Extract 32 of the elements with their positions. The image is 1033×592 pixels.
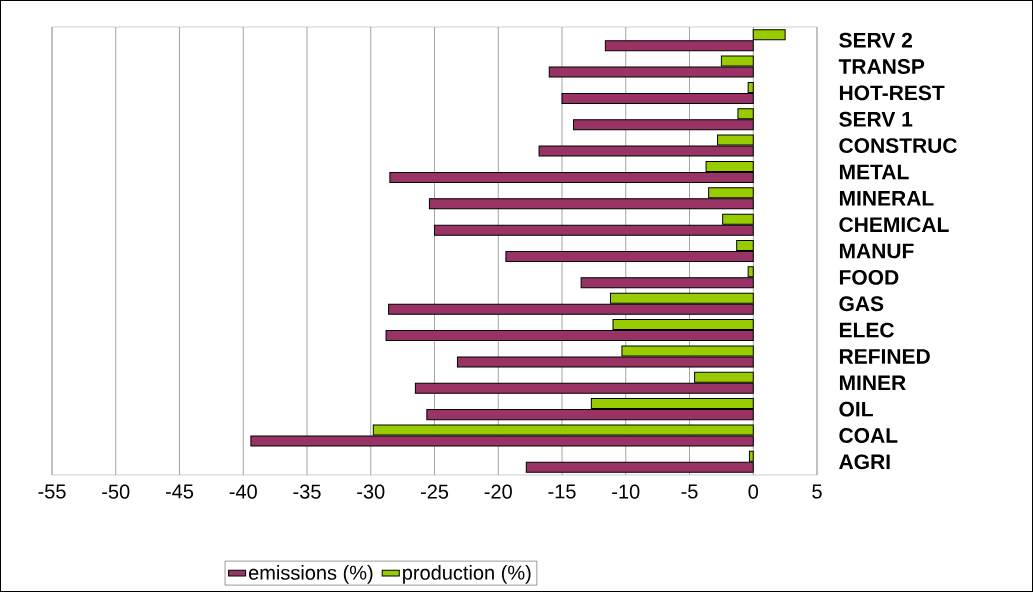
y-tick-label: MINER xyxy=(839,375,906,390)
x-tick-label: -10 xyxy=(612,484,640,499)
y-tick-label: MINERAL xyxy=(839,191,934,206)
y-tick-label: REFINED xyxy=(839,349,930,364)
y-tick-label: OIL xyxy=(839,401,873,417)
x-tick-label: -55 xyxy=(38,484,66,499)
y-tick-label: CONSTRUC xyxy=(839,138,957,154)
x-tick-label: -40 xyxy=(229,484,257,499)
x-tick-label: -15 xyxy=(548,484,576,499)
x-tick-label: -45 xyxy=(165,484,194,499)
y-tick-label: SERV 2 xyxy=(839,32,912,48)
legend-label: emissions (%) xyxy=(248,565,373,584)
y-tick-label: TRANSP xyxy=(838,59,925,74)
x-tick-label: -20 xyxy=(484,484,512,499)
x-tick-label: -30 xyxy=(357,484,385,499)
y-tick-label: METAL xyxy=(839,164,909,180)
y-tick-label: COAL xyxy=(839,428,898,443)
y-tick-label: FOOD xyxy=(839,269,899,285)
x-tick-label: -5 xyxy=(681,484,698,499)
y-tick-label: HOT-REST xyxy=(839,85,945,101)
x-tick-label: -50 xyxy=(102,484,130,499)
y-tick-label: CHEMICAL xyxy=(839,217,949,233)
y-tick-label: AGRI xyxy=(839,454,890,470)
y-tick-label: SERV 1 xyxy=(839,111,913,127)
x-tick-label: -35 xyxy=(293,484,321,499)
y-tick-label: MANUF xyxy=(839,243,914,259)
x-tick-label: -25 xyxy=(420,484,449,499)
y-tick-label: GAS xyxy=(839,296,884,312)
x-tick-label: 0 xyxy=(748,484,759,499)
x-tick-label: 5 xyxy=(812,484,822,499)
legend-label: production (%) xyxy=(403,565,531,584)
y-tick-label: ELEC xyxy=(839,322,894,338)
